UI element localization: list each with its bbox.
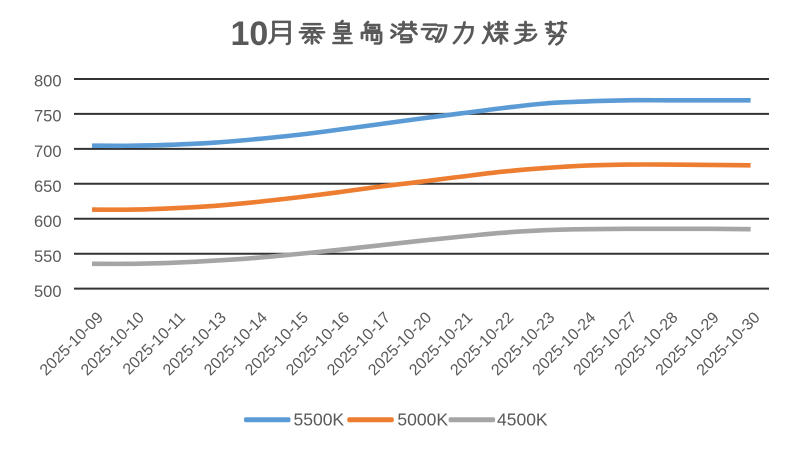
svg-text:500: 500 bbox=[34, 283, 62, 301]
svg-text:700: 700 bbox=[34, 143, 62, 161]
svg-text:5500K: 5500K bbox=[294, 410, 345, 430]
svg-text:750: 750 bbox=[34, 108, 62, 126]
svg-text:600: 600 bbox=[34, 213, 62, 231]
svg-text:4500K: 4500K bbox=[497, 410, 548, 430]
svg-text:550: 550 bbox=[34, 248, 62, 266]
svg-text:650: 650 bbox=[34, 178, 62, 196]
svg-text:10: 10 bbox=[231, 15, 269, 53]
svg-text:5000K: 5000K bbox=[397, 410, 448, 430]
svg-text:800: 800 bbox=[34, 73, 62, 91]
